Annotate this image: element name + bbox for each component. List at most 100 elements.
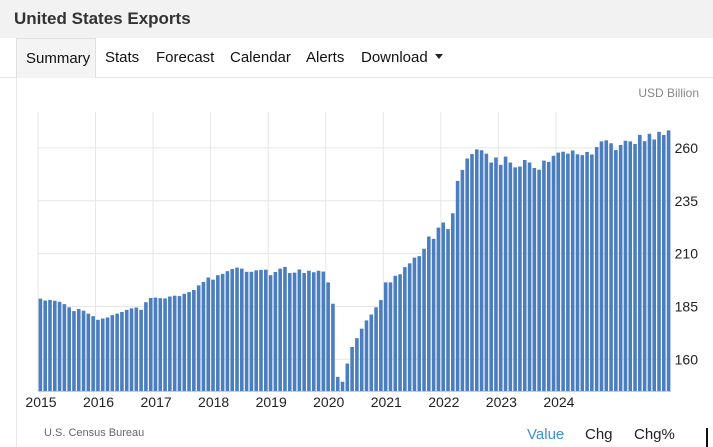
bar bbox=[518, 166, 522, 391]
bar bbox=[297, 269, 302, 391]
bar bbox=[522, 159, 527, 391]
bar bbox=[182, 293, 187, 391]
bar bbox=[427, 236, 431, 391]
bar bbox=[67, 307, 71, 391]
x-tick-label: 2015 bbox=[25, 394, 56, 410]
bar bbox=[100, 318, 105, 391]
bar bbox=[201, 281, 206, 391]
bar bbox=[556, 152, 561, 391]
x-axis-ticks: 2015 2016 2017 2018 2019 2020 2021 2022 2023 2024 bbox=[25, 394, 574, 410]
caret-down-icon bbox=[434, 53, 443, 59]
y-tick-label: 210 bbox=[675, 246, 699, 262]
bar bbox=[436, 227, 441, 391]
bar bbox=[307, 270, 311, 391]
bar bbox=[364, 320, 369, 391]
bar bbox=[43, 300, 47, 391]
bar bbox=[96, 319, 100, 391]
y-axis-ticks: 160 185 210 235 260 bbox=[675, 140, 699, 367]
bar bbox=[57, 301, 62, 391]
bar bbox=[403, 267, 407, 391]
text-cursor bbox=[706, 428, 708, 447]
tab-download-label: Download bbox=[361, 49, 428, 66]
y-tick-label: 185 bbox=[675, 298, 699, 314]
tab-summary[interactable]: Summary bbox=[16, 38, 96, 78]
bar bbox=[379, 300, 383, 391]
bar bbox=[532, 168, 537, 391]
bar bbox=[479, 150, 484, 391]
bar bbox=[628, 141, 633, 391]
bar bbox=[211, 279, 215, 391]
bar bbox=[647, 133, 652, 392]
bar bbox=[129, 308, 134, 391]
bar bbox=[407, 263, 412, 391]
bar bbox=[642, 141, 647, 391]
bar bbox=[115, 313, 119, 391]
bar bbox=[292, 272, 297, 391]
bar bbox=[158, 298, 163, 391]
bar bbox=[465, 158, 469, 391]
bar bbox=[216, 275, 220, 391]
bar bbox=[614, 150, 618, 391]
bar bbox=[508, 162, 513, 391]
bar bbox=[326, 282, 330, 391]
bar bbox=[120, 311, 124, 391]
bar bbox=[240, 268, 244, 391]
bar bbox=[38, 298, 43, 391]
bar bbox=[316, 270, 321, 391]
bar bbox=[345, 363, 350, 391]
bar bbox=[383, 282, 388, 391]
bar bbox=[81, 310, 86, 391]
value-button[interactable]: Value bbox=[527, 426, 565, 443]
x-tick-label: 2017 bbox=[141, 394, 172, 410]
bar bbox=[652, 139, 657, 391]
bar bbox=[489, 162, 493, 391]
bar bbox=[148, 298, 153, 391]
tab-calendar[interactable]: Calendar bbox=[230, 49, 291, 66]
bar bbox=[527, 162, 532, 391]
bar bbox=[666, 130, 671, 391]
bar bbox=[163, 298, 167, 391]
tab-bar: Summary Stats Forecast Calendar Alerts D… bbox=[0, 38, 713, 78]
bar bbox=[86, 313, 91, 391]
chg-button[interactable]: Chg bbox=[585, 426, 613, 443]
bar bbox=[470, 154, 474, 391]
bar bbox=[570, 150, 575, 391]
bar bbox=[460, 169, 465, 391]
tab-forecast[interactable]: Forecast bbox=[156, 49, 215, 66]
bar bbox=[369, 314, 374, 391]
bar bbox=[566, 153, 570, 391]
bar bbox=[278, 268, 282, 391]
bar bbox=[359, 328, 364, 391]
bar bbox=[172, 295, 177, 391]
bar bbox=[302, 273, 306, 391]
bar bbox=[441, 222, 446, 391]
bar bbox=[105, 317, 110, 391]
x-tick-label: 2021 bbox=[371, 394, 402, 410]
bar bbox=[124, 309, 129, 391]
tab-stats[interactable]: Stats bbox=[105, 49, 140, 66]
chg-percent-button[interactable]: Chg% bbox=[634, 426, 675, 443]
bar bbox=[91, 316, 95, 391]
bar bbox=[263, 269, 268, 391]
bar bbox=[374, 307, 378, 391]
tab-alerts[interactable]: Alerts bbox=[306, 49, 345, 66]
bar bbox=[110, 315, 115, 391]
bar bbox=[618, 144, 623, 391]
bar bbox=[609, 143, 613, 391]
bar bbox=[225, 271, 230, 391]
bar bbox=[633, 143, 637, 391]
bar bbox=[235, 267, 239, 391]
tab-download[interactable]: Download bbox=[352, 38, 452, 78]
bar bbox=[48, 299, 52, 391]
bar bbox=[134, 307, 139, 391]
bar bbox=[192, 289, 196, 391]
bar bbox=[484, 153, 489, 391]
bar bbox=[398, 274, 402, 391]
x-tick-label: 2020 bbox=[313, 394, 344, 410]
bar bbox=[254, 270, 258, 391]
bar bbox=[503, 156, 508, 391]
x-tick-label: 2019 bbox=[256, 394, 287, 410]
chart-bars bbox=[38, 130, 671, 392]
bar bbox=[551, 155, 556, 391]
bar bbox=[187, 292, 191, 391]
